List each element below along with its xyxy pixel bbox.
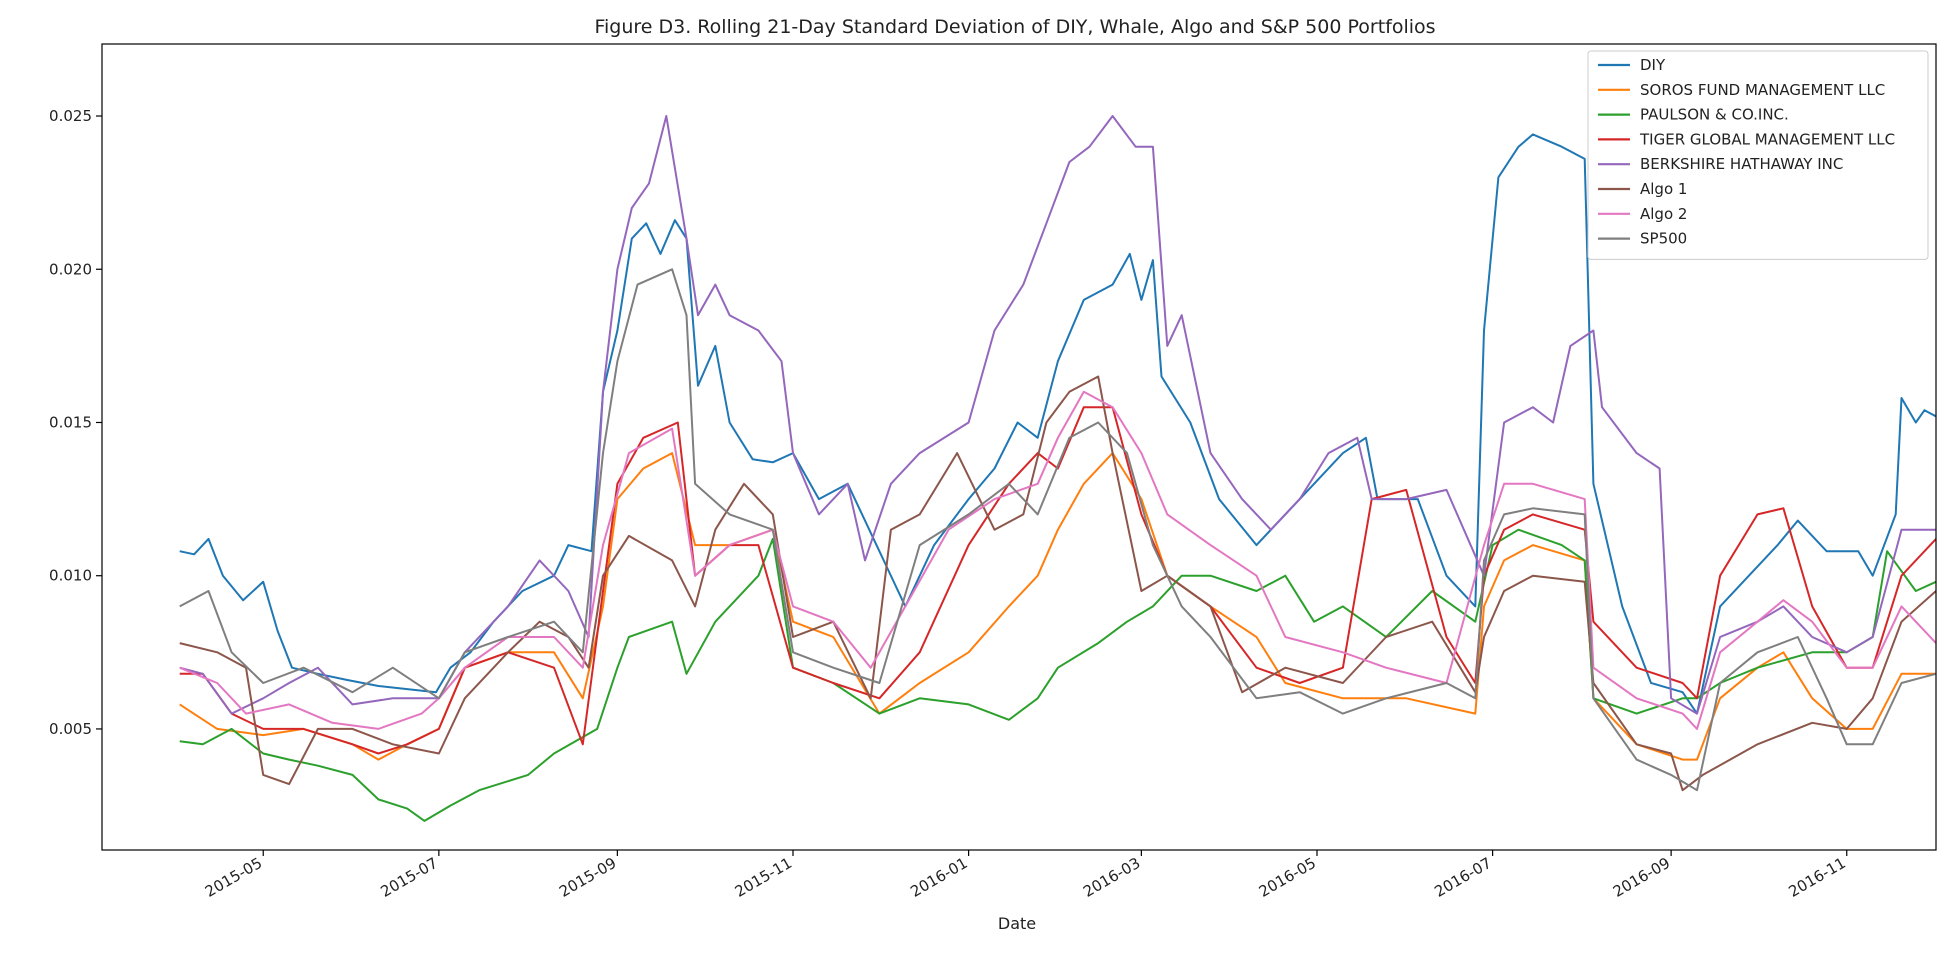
y-tick-label: 0.010 <box>49 567 92 585</box>
x-tick-label: 2015-11 <box>732 854 795 901</box>
series-line-sp500 <box>179 268 1937 792</box>
x-tick-label: 2016-09 <box>1610 854 1673 901</box>
legend-label-berkshire-hathaway-inc: BERKSHIRE HATHAWAY INC <box>1640 155 1843 173</box>
legend: DIY SOROS FUND MANAGEMENT LLC PAULSON & CO… <box>1587 50 1929 260</box>
x-tick-label: 2016-07 <box>1431 854 1494 901</box>
x-tick-label: 2016-11 <box>1785 854 1848 901</box>
series-line-algo-2 <box>179 390 1937 730</box>
series-line-algo-1 <box>179 375 1937 792</box>
plot-lines <box>179 115 1937 822</box>
x-tick-label: 2015-09 <box>556 854 619 901</box>
legend-label-algo-1: Algo 1 <box>1640 180 1687 198</box>
y-tick-label: 0.025 <box>49 107 92 125</box>
series-line-soros-fund-management-llc <box>179 452 1936 761</box>
y-tick-label: 0.005 <box>49 720 92 738</box>
x-tick-label: 2016-05 <box>1256 854 1319 901</box>
legend-label-sp500: SP500 <box>1640 230 1687 248</box>
legend-label-tiger-global-management-llc: TIGER GLOBAL MANAGEMENT LLC <box>1639 130 1895 148</box>
x-axis-label: Date <box>998 914 1036 933</box>
x-tick-label: 2015-05 <box>202 854 265 901</box>
x-tick-label: 2016-03 <box>1080 854 1143 901</box>
y-axis: 0.005 0.010 0.015 0.020 0.025 <box>49 107 102 738</box>
chart-title: Figure D3. Rolling 21-Day Standard Devia… <box>594 16 1435 38</box>
series-line-diy <box>179 133 1937 715</box>
legend-label-algo-2: Algo 2 <box>1640 205 1687 223</box>
y-tick-label: 0.020 <box>49 260 92 278</box>
legend-label-soros-fund-management-llc: SOROS FUND MANAGEMENT LLC <box>1640 81 1885 99</box>
y-tick-label: 0.015 <box>49 413 92 431</box>
legend-box <box>1587 50 1929 260</box>
plot-frame <box>101 43 1937 851</box>
series-line-paulson-co-inc <box>179 528 1937 822</box>
legend-label-paulson-co-inc: PAULSON & CO.INC. <box>1640 106 1789 124</box>
x-tick-label: 2015-07 <box>378 854 441 901</box>
x-axis: 2015-05 2015-07 2015-09 2015-11 2016-01 2016-… <box>202 850 1849 901</box>
series-line-berkshire-hathaway-inc <box>179 115 1936 715</box>
x-tick-label: 2016-01 <box>907 854 970 901</box>
legend-label-diy: DIY <box>1640 56 1666 74</box>
